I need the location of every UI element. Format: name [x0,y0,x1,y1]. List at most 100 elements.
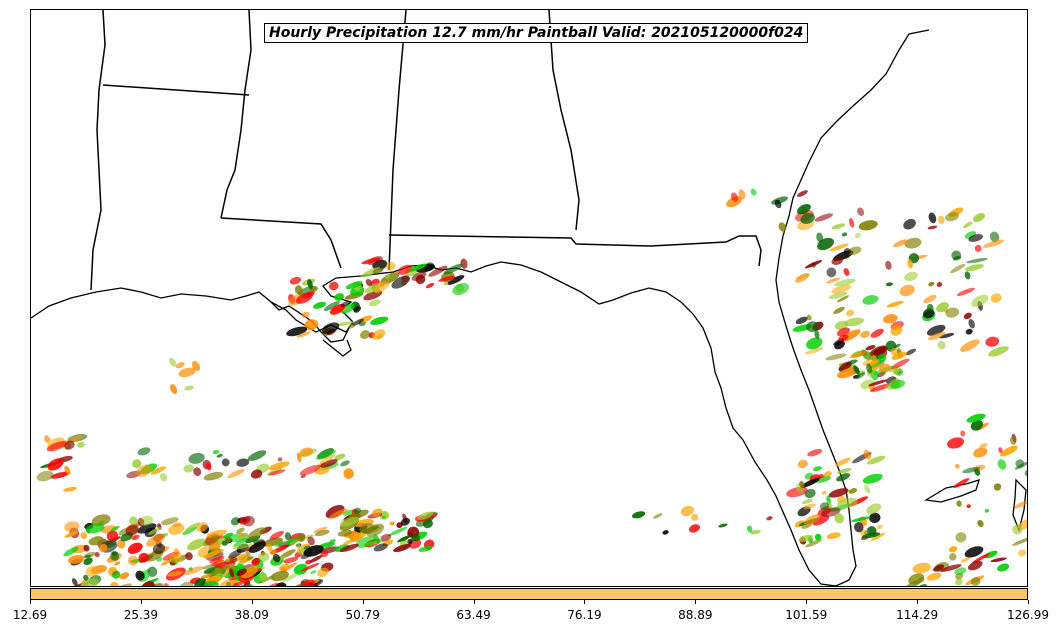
precip-blob [401,275,410,282]
precip-blob [361,257,381,265]
precip-blob [146,534,166,547]
precip-blob [1024,470,1027,477]
precip-blob [266,543,273,552]
precip-blob [984,550,998,559]
precip-blob [953,478,970,489]
precip-blob [730,192,739,202]
precip-blob [971,294,989,308]
precip-blob [76,441,85,448]
precip-blob [750,529,761,535]
precip-blob [978,443,988,449]
precip-blob [816,232,824,243]
precip-blob [68,554,85,565]
precip-blob [353,306,362,313]
colorbar-tick-label: 101.59 [785,608,828,622]
precip-blob [236,568,247,577]
precip-blob [193,467,202,477]
precip-blob [844,317,865,327]
precip-blob [831,284,852,294]
precip-blob [940,564,962,572]
precip-blob [232,543,254,550]
precip-blob [137,447,151,456]
precip-blob [277,457,283,462]
precip-blob [443,281,449,286]
precip-blob [937,340,946,350]
precip-blob [411,534,420,542]
precip-blob [890,324,903,336]
precip-blob [750,188,757,196]
precip-blob [148,526,162,535]
precip-blob [997,563,1010,572]
precip-blob [970,419,983,431]
precip-blob [998,447,1003,453]
precip-blob [297,533,306,542]
precip-blob [294,285,303,295]
precip-blob [132,459,142,469]
precip-blob [813,466,822,472]
precip-blob [848,217,855,228]
precip-blob [804,260,823,269]
precip-blob [247,527,266,540]
precip-blob [947,437,964,449]
precip-blob [80,578,99,586]
precip-blob [688,524,701,533]
precip-blob [293,563,308,575]
precip-blob [868,379,888,387]
precip-blob [964,546,984,558]
precip-blob [936,282,943,287]
precip-blob [800,213,815,224]
precip-blob [821,490,827,495]
precip-blob [340,460,350,467]
precip-blob [828,488,849,498]
precip-blob [806,314,812,321]
precip-blob [269,530,284,540]
precip-blob [882,314,898,324]
precip-blob [814,213,833,222]
precip-blob [870,328,884,338]
colorbar-tick-label: 76.19 [567,608,602,622]
map-panel: Hourly Precipitation 12.7 mm/hr Paintbal… [30,9,1028,587]
precip-blob [973,213,985,222]
colorbar-tick-mark [251,600,253,604]
precip-blob [997,459,1007,470]
precip-blob [956,287,975,296]
precip-blob [864,351,872,361]
precip-blob [83,554,92,559]
precip-blob [425,282,435,289]
precip-blob [137,523,157,534]
precip-blob [339,543,359,552]
precip-blob [806,321,819,333]
precip-blob [172,522,182,528]
precip-blob [313,526,328,534]
precip-blob [407,538,413,545]
precip-blob [680,505,695,517]
precip-blob [937,215,945,224]
precip-blob [814,330,820,339]
precip-blob [366,523,385,537]
precip-blob [746,525,753,533]
precip-blob [799,481,805,488]
precip-blob [127,542,143,554]
precip-blob [381,515,386,519]
precip-blob [212,449,220,455]
precip-blob [233,537,249,548]
precip-blob [307,536,315,546]
precip-blob [903,218,916,230]
precip-blob [237,558,251,565]
precip-blob [111,551,117,556]
precip-blob [321,322,340,335]
precip-blob [803,503,816,510]
colorbar-tick-label: 25.39 [123,608,159,622]
precip-blob [296,452,302,463]
precip-blob [64,521,80,533]
precip-blob [112,570,119,575]
precip-blob [329,281,339,291]
precip-blob [94,552,100,558]
precip-blob [812,515,830,526]
precip-blob [202,535,220,547]
precip-blob [960,430,966,437]
precip-blob [187,538,206,551]
precip-blob [184,385,194,391]
precip-blob [460,258,468,269]
precip-blob [864,530,870,535]
